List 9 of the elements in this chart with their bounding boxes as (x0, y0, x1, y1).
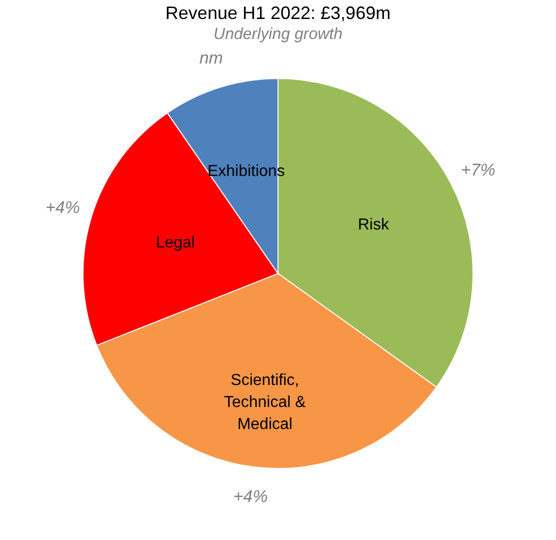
slice-label: Scientific, Technical & Medical (224, 372, 306, 433)
text: +7% (460, 160, 496, 180)
text: +4% (45, 198, 80, 218)
text: +4% (233, 486, 268, 506)
slice-label: Legal (156, 234, 195, 252)
chart-title: Revenue H1 2022: £3,969m (165, 3, 391, 23)
slice-label: Risk (358, 216, 390, 234)
chart-subtitle: Underlying growth (214, 26, 343, 43)
text: nm (199, 48, 223, 68)
